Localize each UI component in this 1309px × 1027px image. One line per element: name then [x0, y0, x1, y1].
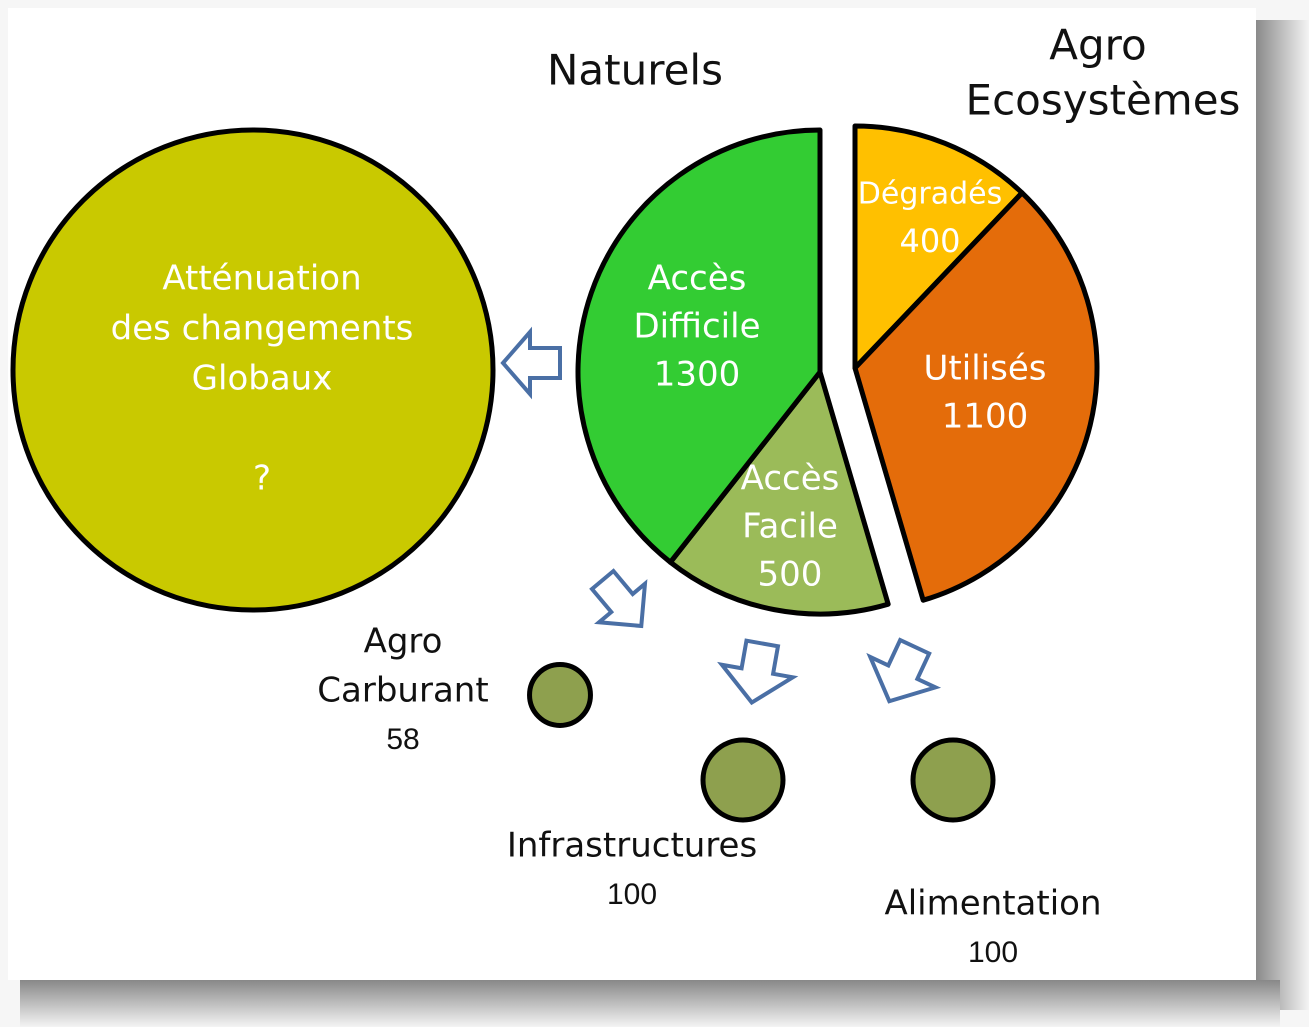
mitigation-circle: [10, 127, 496, 613]
sector-label: Dégradés: [858, 177, 1002, 212]
uses: Agro Carburant 58 Infrastructures 100 Aliment…: [317, 622, 1101, 969]
pie-sector: [667, 369, 891, 617]
use-circle: [527, 662, 593, 728]
sector-label: Accès: [648, 259, 747, 299]
sector-label: Accès: [741, 459, 840, 499]
pie-sector: [852, 123, 1025, 371]
use-value: 100: [607, 878, 657, 911]
use-label: Alimentation: [884, 884, 1101, 924]
arrow: [866, 637, 942, 704]
use-circle: [700, 737, 786, 823]
mitigation-text: Atténuation des changements Globaux?: [111, 259, 414, 499]
sector-value: 500: [758, 555, 823, 595]
sector-label: Difficile: [633, 307, 760, 347]
pie: Dégradés 400 Utilisés 1100 Accès Facile 500 Acc…: [575, 123, 1100, 617]
mitigation-value: ?: [253, 459, 271, 499]
use-circle: [910, 737, 996, 823]
pie-sector: [575, 127, 823, 565]
mitigation-line: Atténuation: [162, 259, 361, 299]
heading: Naturels: [547, 46, 723, 95]
mitigation-line: des changements: [111, 309, 414, 349]
sector-value: 1100: [942, 397, 1029, 437]
shadow-bottom: [20, 980, 1280, 1027]
sector-label: Utilisés: [924, 349, 1047, 389]
shadow-right: [1255, 20, 1309, 1010]
sector-value: 400: [899, 222, 960, 260]
pie-sector: [852, 190, 1100, 603]
arrow: [717, 638, 799, 706]
heading: Ecosystèmes: [966, 76, 1241, 125]
mitigation-line: Globaux: [192, 359, 333, 399]
arrow: [589, 568, 648, 629]
use-label: Agro: [364, 622, 443, 662]
use-value: 100: [968, 936, 1018, 969]
use-label: Infrastructures: [507, 826, 757, 866]
sector-label: Facile: [742, 507, 838, 547]
arrow: [500, 326, 562, 400]
sector-value: 1300: [654, 355, 741, 395]
use-label: Carburant: [317, 671, 488, 711]
heading: Agro: [1049, 21, 1146, 70]
use-value: 58: [386, 723, 419, 756]
